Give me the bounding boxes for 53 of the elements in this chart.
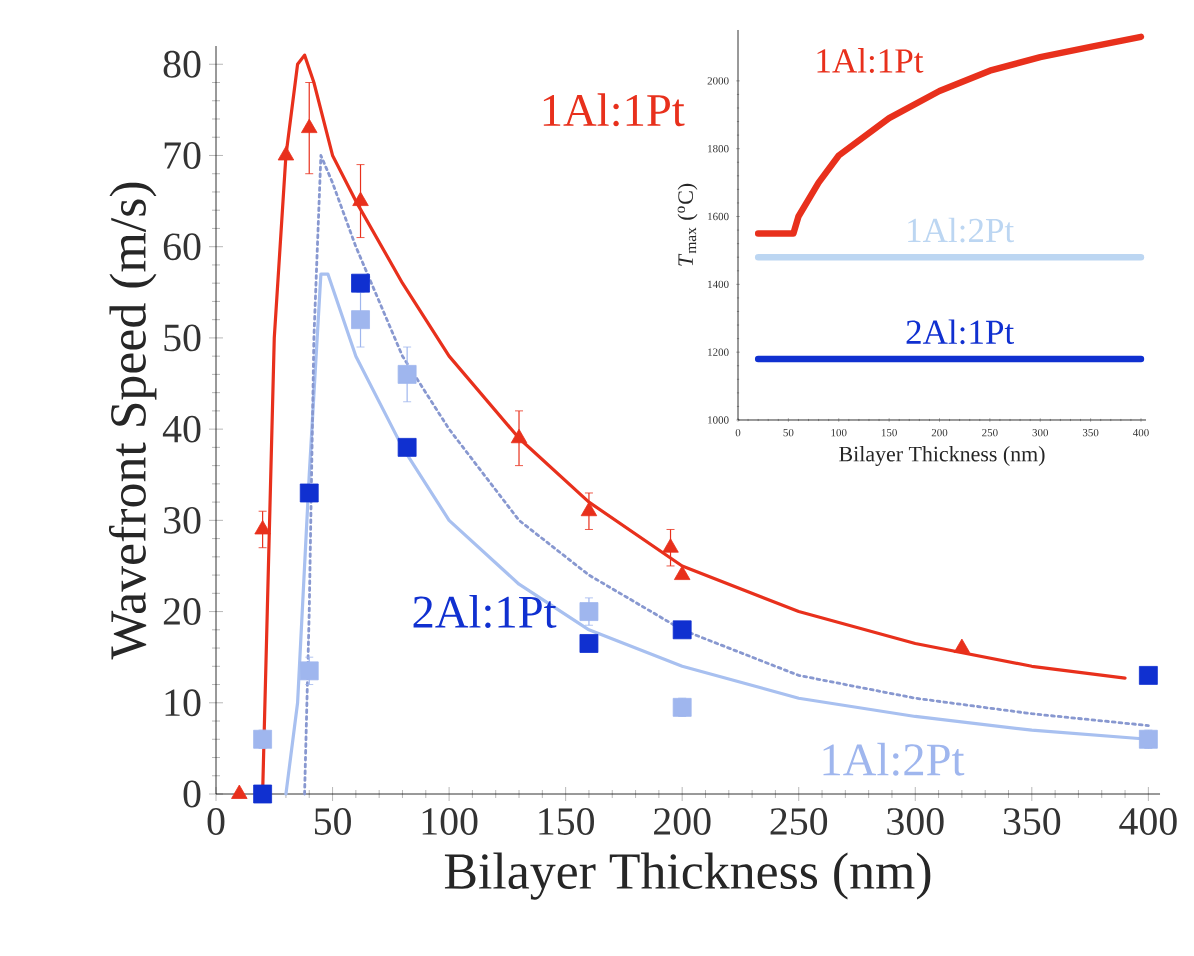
point [299, 483, 319, 503]
point [231, 784, 248, 799]
point [672, 620, 692, 640]
x-tick-label: 400 [1119, 808, 1177, 835]
x-tick-label: 100 [422, 808, 478, 835]
point [299, 661, 319, 681]
point [579, 634, 599, 653]
point [580, 501, 598, 517]
y-tick-label: 10 [165, 689, 201, 717]
x-axis-title: Bilayer Thickness (nm) [444, 852, 931, 900]
y-tick-label: 60 [163, 233, 201, 261]
point [953, 638, 971, 653]
y-tick-label: 40 [162, 415, 201, 443]
point [673, 565, 691, 580]
series-label: 1Al:2Pt [908, 217, 1014, 243]
point [301, 118, 318, 134]
series-label: 2Al:1Pt [413, 595, 557, 629]
text: 1Al:2Pt [823, 742, 965, 776]
point [672, 697, 692, 717]
point [351, 273, 370, 293]
point [352, 191, 369, 206]
point [397, 437, 417, 457]
series-label: 1Al:1Pt [817, 48, 924, 73]
point [662, 538, 679, 553]
line-series [303, 154, 1150, 796]
point [253, 784, 273, 804]
point [579, 602, 599, 621]
point [351, 310, 370, 330]
y-tick-label: 30 [164, 506, 201, 534]
point [397, 365, 417, 384]
point [253, 729, 273, 749]
y-axis-title: T$_{max}$ ($^{o}$C) [677, 183, 698, 266]
x-tick-label: 50 [314, 808, 351, 835]
point [254, 520, 271, 535]
y-tick-label: 80 [163, 50, 201, 78]
x-tick-label: 250 [770, 808, 828, 835]
x-tick-label: 0 [207, 808, 225, 835]
x-axis-title: Bilayer Thickness (nm) [839, 446, 1045, 466]
point [1138, 666, 1158, 685]
point [510, 428, 528, 444]
point [277, 146, 295, 161]
y-tick-label: 70 [164, 142, 201, 169]
y-tick-label: 50 [164, 324, 201, 352]
y-tick-label: 0 [183, 780, 201, 808]
x-tick-label: 350 [1003, 808, 1061, 835]
y-axis-title: Wavefront Speed (m/s) [108, 182, 157, 660]
point [1138, 729, 1158, 749]
x-tick-label: 200 [654, 808, 711, 835]
x-tick-label: 300 [887, 808, 944, 835]
x-tick-label: 150 [539, 808, 594, 835]
series-label: 2Al:1Pt [906, 319, 1014, 345]
text: 1Al:1Pt [543, 93, 685, 127]
y-tick-label: 20 [163, 598, 201, 625]
